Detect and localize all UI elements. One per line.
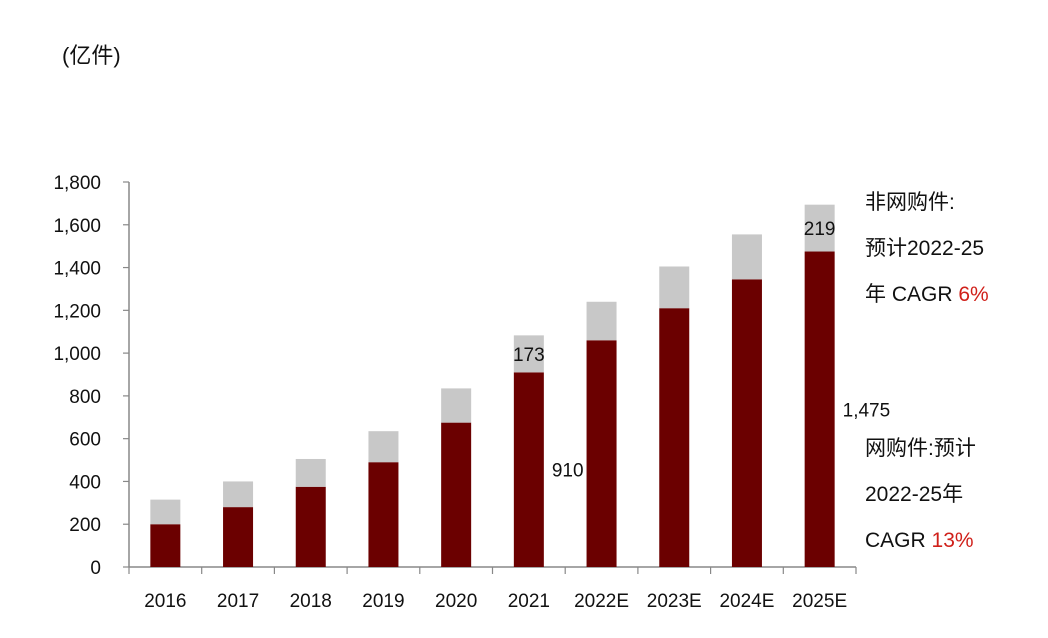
bar-segment-non-online (659, 266, 690, 309)
bar-segment-online (586, 340, 617, 567)
x-tick-label: 2024E (719, 591, 774, 612)
bar-segment-non-online (731, 234, 762, 280)
y-tick-label: 400 (69, 472, 101, 493)
online-note-line3: CAGR 13% (865, 518, 976, 564)
unit-label: (亿件) (62, 43, 121, 68)
online-note-line2: 2022-25年 (865, 483, 964, 506)
bar-segment-online (295, 486, 326, 567)
bar-segment-online (659, 308, 690, 567)
non-online-cagr-note: 非网购件: 预计2022-25 年 CAGR 6% (865, 180, 989, 318)
bar-segment-online (368, 462, 399, 567)
non-online-note-line2: 预计2022-25 (865, 237, 985, 260)
bar-segment-online (150, 524, 181, 567)
x-tick-label: 2018 (290, 591, 332, 612)
y-tick-label: 800 (69, 387, 101, 408)
bar-segment-online (731, 279, 762, 567)
y-tick-label: 0 (90, 558, 101, 579)
y-tick-label: 1,600 (53, 216, 101, 237)
online-cagr-value: 13% (931, 529, 974, 552)
bar-segment-non-online (295, 458, 326, 487)
y-tick-label: 200 (69, 515, 101, 536)
y-tick-label: 1,800 (53, 173, 101, 194)
x-tick-label: 2019 (362, 591, 404, 612)
y-tick-label: 1,000 (53, 344, 101, 365)
bar-segment-non-online (223, 481, 254, 508)
non-online-cagr-value: 6% (958, 283, 989, 306)
y-tick-label: 1,200 (53, 301, 101, 322)
bar-segment-online (513, 372, 544, 567)
bar-segment-online (441, 422, 472, 567)
data-label: 173 (513, 345, 545, 366)
bar-segment-non-online (513, 335, 544, 373)
data-label: 219 (804, 219, 836, 240)
x-tick-label: 2022E (574, 591, 629, 612)
x-tick-label: 2023E (647, 591, 702, 612)
bar-segment-online (804, 251, 835, 567)
online-note-line1: 网购件:预计 (865, 437, 976, 460)
x-tick-label: 2016 (144, 591, 186, 612)
x-tick-label: 2025E (792, 591, 847, 612)
online-cagr-prefix: CAGR (865, 529, 932, 552)
data-label: 910 (552, 461, 584, 482)
bar-segment-non-online (804, 204, 835, 252)
bar-segment-online (223, 507, 254, 567)
non-online-cagr-prefix: 年 CAGR (865, 283, 959, 306)
y-tick-label: 600 (69, 430, 101, 451)
x-tick-label: 2021 (508, 591, 550, 612)
x-tick-label: 2017 (217, 591, 259, 612)
x-tick-label: 2020 (435, 591, 477, 612)
bar-segment-non-online (150, 499, 181, 525)
online-cagr-note: 网购件:预计 2022-25年 CAGR 13% (865, 426, 976, 564)
bar-segment-non-online (368, 431, 399, 463)
bar-segment-non-online (441, 388, 472, 423)
non-online-note-line1: 非网购件: (865, 191, 955, 214)
bar-segment-non-online (586, 301, 617, 341)
data-label: 1,475 (843, 400, 891, 421)
y-tick-label: 1,400 (53, 259, 101, 280)
non-online-note-line3: 年 CAGR 6% (865, 272, 989, 318)
